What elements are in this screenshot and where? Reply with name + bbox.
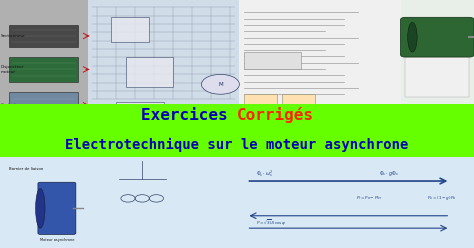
Text: Bornier de liaison: Bornier de liaison — [9, 167, 44, 171]
Bar — [0, 0, 88, 104]
Bar — [9, 92, 78, 119]
FancyBboxPatch shape — [38, 182, 76, 234]
Text: Electrotechnique sur le moteur asynchrone: Electrotechnique sur le moteur asynchron… — [65, 138, 409, 152]
Bar — [111, 17, 149, 42]
Text: Contacteur: Contacteur — [0, 103, 23, 107]
Bar — [401, 0, 474, 104]
Bar — [244, 94, 277, 109]
Ellipse shape — [408, 22, 417, 52]
Bar — [0, 0, 474, 104]
Bar — [405, 42, 469, 97]
Text: M: M — [218, 82, 223, 87]
Bar — [116, 102, 164, 124]
Text: $P_u = (1-g)P_a$: $P_u = (1-g)P_a$ — [427, 194, 456, 202]
Bar — [9, 57, 78, 82]
Bar — [0, 104, 474, 157]
Text: $P_r = P_a - P_{fer}$: $P_r = P_a - P_{fer}$ — [356, 195, 383, 202]
Text: Sectionneur: Sectionneur — [0, 34, 25, 38]
Bar — [126, 57, 173, 87]
Ellipse shape — [36, 188, 45, 228]
Bar — [239, 0, 401, 104]
Text: $\Phi_s \cdot g\Phi_s$: $\Phi_s \cdot g\Phi_s$ — [379, 169, 399, 178]
Text: Exercices: Exercices — [141, 108, 237, 123]
Text: Moteur asynchrone: Moteur asynchrone — [40, 238, 74, 242]
FancyBboxPatch shape — [401, 17, 474, 57]
Bar — [0, 157, 474, 248]
Text: Disjoncteur
moteur: Disjoncteur moteur — [0, 65, 24, 74]
Bar — [244, 52, 301, 69]
Circle shape — [201, 74, 239, 94]
Text: Corrigés: Corrigés — [237, 107, 314, 123]
Bar — [88, 0, 239, 104]
Text: $P = \sqrt{3} U I \cos\varphi$: $P = \sqrt{3} U I \cos\varphi$ — [256, 218, 286, 228]
Bar — [282, 94, 315, 109]
Text: $\Phi_s \cdot \omega_s^2$: $\Phi_s \cdot \omega_s^2$ — [256, 168, 273, 179]
Bar — [9, 25, 78, 47]
